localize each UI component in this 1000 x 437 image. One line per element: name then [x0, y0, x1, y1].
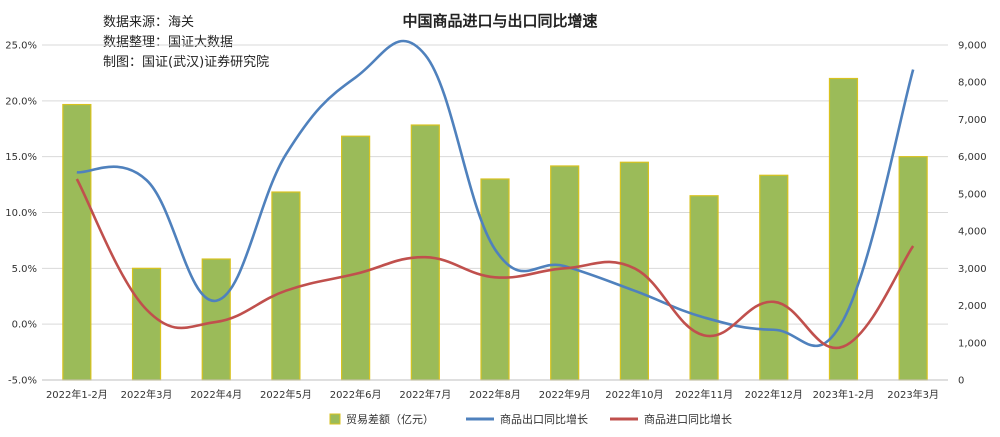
chart-title: 中国商品进口与出口同比增速 — [402, 12, 597, 30]
bar-trade-balance — [271, 191, 301, 381]
right-axis-tick-label: 7,000 — [958, 115, 987, 126]
x-axis-tick-label: 2022年4月 — [190, 388, 242, 401]
bar-trade-balance — [689, 195, 719, 381]
right-axis-tick-label: 2,000 — [958, 301, 987, 312]
x-axis-tick-label: 2022年12月 — [745, 388, 803, 401]
legend-label-export: 商品出口同比增长 — [500, 412, 588, 426]
right-axis: 0 1,000 2,000 3,000 4,000 5,000 6,000 7,000 8,00… — [958, 41, 987, 387]
legend: 贸易差额（亿元） 商品出口同比增长 商品进口同比增长 — [329, 412, 732, 426]
right-axis-tick-label: 0 — [958, 376, 964, 387]
bar-trade-balance — [341, 135, 371, 381]
x-axis-tick-label: 2022年1-2月 — [46, 388, 108, 401]
legend-label-trade-balance: 贸易差额（亿元） — [346, 412, 434, 426]
x-axis-tick-label: 2022年6月 — [330, 388, 382, 401]
x-axis-tick-label: 2022年5月 — [260, 388, 312, 401]
left-axis: -5.0% 0.0% 5.0% 10.0% 15.0% 20.0% 25.0% — [5, 41, 37, 387]
line-export-growth — [76, 39, 915, 348]
left-axis-tick-label: -5.0% — [8, 376, 37, 387]
bar-trade-balance — [131, 267, 162, 381]
source-line-3: 制图：国证(武汉)证券研究院 — [103, 54, 269, 70]
right-axis-tick-label: 8,000 — [958, 78, 987, 89]
source-line-2: 数据整理：国证大数据 — [103, 35, 233, 50]
bar-trade-balance — [480, 178, 510, 381]
x-axis-tick-label: 2022年9月 — [539, 388, 591, 401]
left-axis-tick-label: 5.0% — [12, 264, 37, 275]
right-axis-tick-label: 5,000 — [958, 189, 987, 200]
legend-swatch-trade-balance — [329, 413, 341, 425]
bar-trade-balance — [410, 124, 440, 381]
source-line-1: 数据来源：海关 — [103, 15, 194, 30]
x-axis-tick-label: 2023年1-2月 — [813, 388, 875, 401]
bar-trade-balance — [62, 103, 92, 381]
x-axis: 2022年1-2月 2022年3月 2022年4月 2022年5月 2022年6月 202… — [42, 379, 948, 401]
lines — [75, 39, 915, 350]
x-axis-tick-label: 2022年3月 — [121, 388, 173, 401]
right-axis-tick-label: 9,000 — [958, 41, 987, 52]
left-axis-tick-label: 25.0% — [5, 41, 37, 52]
x-axis-tick-label: 2022年10月 — [605, 388, 663, 401]
legend-label-import: 商品进口同比增长 — [644, 412, 732, 426]
bar-trade-balance — [898, 156, 928, 381]
x-axis-tick-label: 2023年3月 — [887, 388, 939, 401]
left-axis-tick-label: 0.0% — [12, 320, 37, 331]
bar-trade-balance — [619, 161, 649, 381]
left-axis-tick-label: 10.0% — [5, 208, 37, 219]
bar-trade-balance — [828, 77, 859, 381]
right-axis-tick-label: 6,000 — [958, 152, 987, 163]
bar-trade-balance — [759, 174, 789, 381]
x-axis-tick-label: 2022年7月 — [399, 388, 451, 401]
left-axis-tick-label: 15.0% — [5, 152, 37, 163]
line-import-growth — [75, 178, 915, 350]
x-axis-tick-label: 2022年8月 — [469, 388, 521, 401]
right-axis-tick-label: 1,000 — [958, 338, 987, 349]
right-axis-tick-label: 4,000 — [958, 227, 987, 238]
bar-trade-balance — [550, 165, 580, 381]
right-axis-tick-label: 3,000 — [958, 264, 987, 275]
left-axis-tick-label: 20.0% — [5, 96, 37, 107]
x-axis-tick-label: 2022年11月 — [675, 388, 733, 401]
